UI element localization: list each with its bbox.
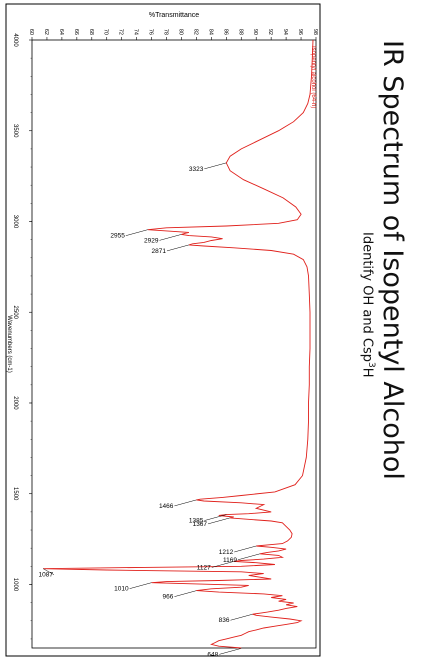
transmittance-tick-label: 80 xyxy=(177,29,183,35)
peak-label-1169: 1169 xyxy=(223,557,237,564)
transmittance-tick-label: 92 xyxy=(267,29,273,35)
peak-leader xyxy=(230,614,253,621)
plot-frame xyxy=(31,39,317,649)
peak-label-1087: 1087 xyxy=(39,572,54,579)
peak-label-3323: 3323 xyxy=(189,166,204,173)
peak-label-966: 966 xyxy=(163,594,174,601)
transmittance-tick-label: 98 xyxy=(312,29,318,35)
transmittance-tick-label: 72 xyxy=(118,29,124,35)
spectrum-line xyxy=(43,39,314,649)
peak-label-2929: 2929 xyxy=(144,237,159,244)
wavenumber-tick-label: 3500 xyxy=(12,124,18,138)
transmittance-tick-label: 68 xyxy=(88,29,94,35)
transmittance-tick-label: 90 xyxy=(252,29,258,35)
transmittance-tick-label: 66 xyxy=(73,29,79,35)
peak-leader xyxy=(125,229,148,236)
peak-label-1010: 1010 xyxy=(114,586,129,593)
peak-label-2955: 2955 xyxy=(110,233,125,240)
peak-leader xyxy=(174,499,197,507)
peak-leader xyxy=(129,582,152,589)
wavenumber-tick-label: 2500 xyxy=(12,306,18,320)
peak-leader xyxy=(43,568,55,575)
peak-leader xyxy=(166,244,190,252)
peak-leader xyxy=(237,553,261,561)
transmittance-tick-label: 62 xyxy=(43,29,49,35)
peak-label-1127: 1127 xyxy=(197,564,211,571)
transmittance-tick-label: 70 xyxy=(103,29,109,35)
peak-leader xyxy=(159,234,182,241)
transmittance-tick-label: 86 xyxy=(222,29,228,35)
transmittance-tick-label: 74 xyxy=(133,29,139,35)
wavenumber-tick-label: 3000 xyxy=(12,215,18,229)
peak-label-1385: 1385 xyxy=(189,518,204,525)
transmittance-tick-label: 84 xyxy=(207,29,213,35)
x-axis-label: Wavenumbers (cm-1) xyxy=(6,315,12,372)
wavenumber-tick-label: 1000 xyxy=(12,578,18,592)
wavenumber-tick-label: 1500 xyxy=(12,487,18,501)
transmittance-tick-label: 94 xyxy=(282,29,288,35)
peak-leader xyxy=(207,517,231,525)
legend-entry: Isopentyl alcohol (64-h) xyxy=(310,46,316,108)
peak-leader xyxy=(174,590,197,597)
transmittance-tick-label: 76 xyxy=(148,29,154,35)
peak-leader xyxy=(204,162,227,170)
peak-label-1367: 1367 xyxy=(193,521,208,528)
outer-frame xyxy=(5,3,321,657)
wavenumber-tick-label: 4000 xyxy=(12,33,18,47)
peak-label-1466: 1466 xyxy=(159,503,174,510)
wavenumber-tick-label: 2000 xyxy=(12,396,18,410)
transmittance-tick-label: 96 xyxy=(297,29,303,35)
peak-label-1212: 1212 xyxy=(219,549,234,556)
peak-label-836: 836 xyxy=(219,617,230,624)
transmittance-tick-label: 88 xyxy=(237,29,243,35)
peak-label-2871: 2871 xyxy=(151,248,166,255)
peak-leader xyxy=(234,545,257,553)
peak-label-648: 648 xyxy=(207,651,218,658)
peak-leader xyxy=(211,561,234,568)
peak-leader xyxy=(219,648,242,655)
transmittance-tick-label: 64 xyxy=(58,29,64,35)
y-axis-label: %Transmittance xyxy=(149,12,199,19)
transmittance-tick-label: 78 xyxy=(163,29,169,35)
transmittance-tick-label: 82 xyxy=(192,29,198,35)
transmittance-tick-label: 60 xyxy=(28,29,34,35)
peak-leader xyxy=(204,514,227,521)
